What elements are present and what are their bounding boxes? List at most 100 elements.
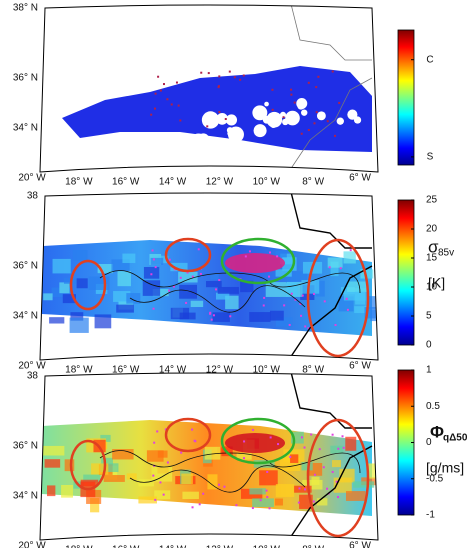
colorbar-tick-label: 10: [426, 282, 438, 293]
clear-patch: [301, 109, 308, 116]
cloud-pixel: [337, 447, 340, 450]
cloud-pixel: [345, 297, 348, 300]
data-cell: [347, 281, 368, 292]
data-cell: [51, 287, 64, 298]
data-cell: [343, 251, 356, 264]
lon-label: 12° W: [206, 177, 234, 188]
data-cell: [354, 306, 368, 314]
cloud-pixel: [150, 113, 153, 116]
data-cell: [269, 310, 284, 321]
hot-spot: [225, 433, 285, 453]
clear-patch: [216, 113, 229, 125]
annotation-circle: [69, 259, 107, 311]
cloud-pixel: [304, 325, 307, 328]
data-cell: [126, 293, 141, 304]
map-content: [62, 5, 373, 171]
data-cell: [205, 281, 222, 288]
cloud-pixel: [218, 111, 221, 114]
cloud-pixel: [297, 501, 300, 504]
contour: [99, 270, 361, 294]
cloud-pixel: [164, 428, 167, 431]
cloud-pixel: [173, 268, 176, 271]
cloud-pixel: [259, 499, 262, 502]
cloud-pixel: [179, 276, 182, 279]
contour: [129, 285, 306, 313]
cloud-pixel: [168, 258, 171, 261]
contour: [129, 465, 306, 493]
cloud-pixel: [150, 273, 153, 276]
colorbar-symbol: σ: [428, 237, 439, 256]
data-cell: [158, 255, 169, 264]
colorbar-tick-label: 0: [426, 437, 432, 448]
cloud-pixel: [198, 503, 201, 506]
cloud-pixel: [312, 500, 315, 503]
data-cell: [59, 282, 70, 294]
cloud-pixel: [331, 470, 334, 473]
lat-label: 38° N: [13, 3, 38, 14]
cloud-pixel: [218, 279, 221, 282]
data-cell: [360, 269, 374, 279]
colorbar-tick-label: 0.5: [426, 401, 440, 412]
colorbar-tick-label: 5: [426, 311, 432, 322]
clear-patch: [262, 115, 271, 124]
clear-patch: [199, 138, 208, 146]
cloud-pixel: [290, 292, 293, 295]
lat-label: 34° N: [13, 123, 38, 134]
cloud-pixel: [334, 323, 337, 326]
data-cell: [327, 257, 343, 268]
lon-label: 20° W: [18, 541, 46, 548]
data-cell: [52, 258, 71, 274]
data-cell: [345, 436, 357, 451]
cloud-pixel: [191, 506, 194, 509]
lon-label: 6° W: [349, 541, 371, 548]
annotation-circle: [220, 237, 296, 285]
data-cell: [301, 280, 320, 294]
map-content: [42, 373, 378, 539]
data-cell: [332, 460, 341, 468]
cloud-pixel: [191, 428, 194, 431]
cloud-pixel: [242, 74, 245, 77]
cloud-pixel: [342, 446, 345, 449]
annotation-circle: [220, 417, 296, 465]
data-cell: [76, 278, 88, 289]
clear-patch: [225, 114, 238, 126]
data-cell: [368, 296, 378, 309]
cloud-pixel: [207, 72, 210, 75]
cloud-pixel: [199, 272, 202, 275]
cloud-pixel: [318, 448, 321, 451]
colorbar: [397, 199, 415, 346]
cloud-pixel: [315, 111, 318, 114]
map-frame: [39, 372, 379, 541]
data-cell: [146, 450, 164, 462]
cloud-pixel: [276, 255, 279, 258]
data-cell: [43, 293, 53, 301]
colorbar-tick-label: -0.5: [426, 473, 444, 484]
data-cell: [49, 317, 65, 324]
data-cell: [240, 280, 254, 293]
cloud-pixel: [304, 488, 307, 491]
cloud-pixel: [310, 433, 313, 436]
coastline: [289, 5, 372, 61]
lon-label: 10° W: [253, 365, 281, 376]
data-cell: [97, 264, 114, 274]
cloud-pixel: [215, 288, 218, 291]
data-cell: [355, 291, 366, 305]
clear-patch: [189, 133, 208, 152]
cloud-pixel: [209, 312, 212, 315]
clear-patch: [227, 126, 244, 143]
hot-spot: [225, 253, 285, 273]
cloud-pixel: [266, 495, 269, 498]
colorbar-symbol: Φ: [430, 422, 444, 441]
cloud-pixel: [268, 251, 271, 254]
lon-label: 14° W: [159, 365, 187, 376]
clear-patch: [285, 110, 300, 126]
lat-label: 38: [27, 371, 39, 382]
lon-label: 16° W: [112, 545, 140, 548]
lat-label: 36° N: [13, 73, 38, 84]
colorbar-unit: [K]: [428, 275, 445, 291]
cloud-pixel: [177, 104, 180, 107]
cloud-pixel: [326, 487, 329, 490]
lon-label: 16° W: [112, 177, 140, 188]
